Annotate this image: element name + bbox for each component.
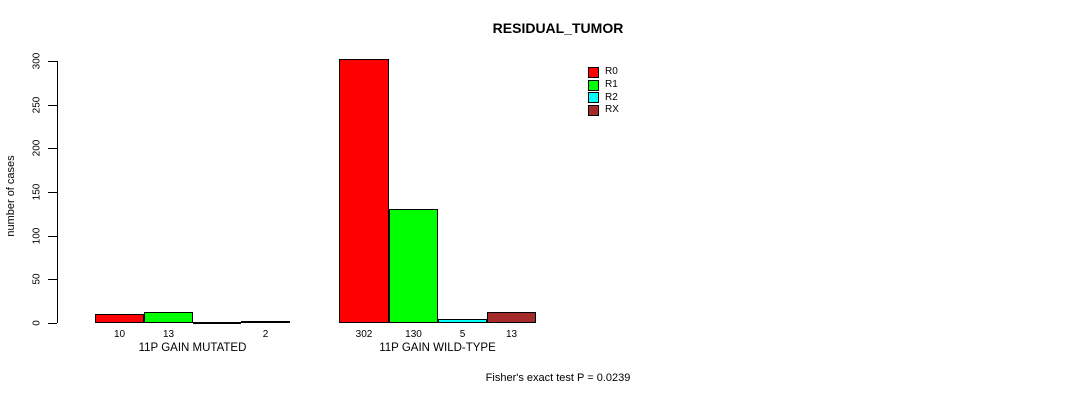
bar-r2-group2: [438, 319, 487, 323]
legend-swatch-r1: [588, 79, 599, 91]
bar-rx-group1: [241, 321, 290, 323]
bar-value-label: 302: [355, 329, 373, 340]
y-axis-tick: [48, 192, 57, 193]
y-axis-tick: [48, 148, 57, 150]
x-axis-category-label: 11P GAIN MUTATED: [138, 342, 247, 354]
legend-item-rx: RX: [588, 104, 619, 117]
y-axis-tick-label: 50: [31, 273, 43, 285]
y-axis-tick: [48, 61, 57, 62]
bar-rx-group2: [487, 312, 536, 323]
y-axis-tick-label: 250: [31, 96, 43, 114]
legend-label: R1: [605, 79, 618, 91]
y-axis-tick: [48, 235, 57, 237]
x-axis-category-label: 11P GAIN WILD-TYPE: [379, 342, 496, 354]
legend-label: RX: [605, 104, 619, 116]
legend-item-r0: R0: [588, 66, 619, 79]
bar-value-label: 13: [505, 329, 518, 340]
y-axis-tick: [48, 279, 57, 281]
fisher-test-annotation: Fisher's exact test P = 0.0239: [485, 372, 631, 384]
y-axis-tick-label: 0: [31, 320, 43, 326]
y-axis-line: [57, 61, 58, 323]
bar-value-label: 2: [262, 329, 269, 340]
bar-value-label: 5: [459, 329, 466, 340]
bar-value-label: 13: [162, 329, 175, 340]
y-axis-tick-label: 200: [31, 139, 43, 157]
y-axis-tick-label: 100: [31, 227, 43, 245]
y-axis-tick: [48, 104, 57, 106]
legend-swatch-r0: [588, 66, 599, 78]
bar-r2-group1: [193, 322, 241, 324]
bar-value-label: 130: [405, 329, 422, 340]
y-axis-title: number of cases: [5, 155, 17, 237]
legend-swatch-r2: [588, 92, 599, 104]
bar-value-label: 10: [113, 329, 126, 340]
legend-item-r1: R1: [588, 79, 619, 92]
legend-swatch-rx: [588, 104, 599, 116]
legend: R0 R1 R2 RX: [588, 66, 619, 117]
y-axis-tick-label: 300: [31, 52, 43, 70]
legend-item-r2: R2: [588, 91, 619, 104]
bar-r1-group2: [389, 209, 438, 323]
bar-r0-group1: [95, 314, 144, 323]
bar-r1-group1: [144, 312, 193, 323]
legend-label: R0: [605, 66, 618, 78]
plot-title: RESIDUAL_TUMOR: [492, 20, 624, 36]
y-axis-tick: [48, 323, 57, 324]
bar-r0-group2: [339, 59, 389, 323]
y-axis-tick-label: 150: [31, 183, 43, 201]
legend-label: R2: [605, 91, 618, 103]
